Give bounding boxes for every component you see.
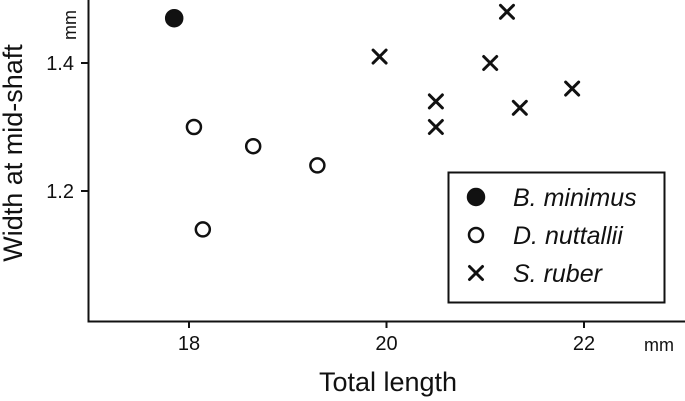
x-tick-label: 20	[375, 333, 397, 355]
y-axis-title: Width at mid-shaft	[0, 44, 28, 262]
legend-marker-d-nuttallii	[467, 226, 485, 244]
point-s-ruber	[498, 3, 515, 20]
point-d-nuttallii	[194, 221, 212, 238]
legend-marker-s-ruber	[468, 265, 484, 281]
legend-label-d-nuttallii: D. nuttallii	[513, 222, 624, 250]
legend-label-s-ruber: S. ruber	[513, 260, 604, 288]
x-axis-unit: mm	[644, 335, 674, 355]
point-d-nuttallii	[309, 157, 326, 174]
x-axis-title: Total length	[319, 367, 457, 397]
y-axis-unit: mm	[60, 10, 80, 40]
point-s-ruber	[482, 55, 499, 71]
legend: B. minimus D. nuttallii S. ruber	[447, 171, 666, 304]
legend-label-b-minimus: B. minimus	[513, 184, 637, 212]
x-tick-label: 22	[573, 333, 595, 355]
x-tick-label: 18	[178, 333, 200, 355]
y-tick-label: 1.4	[46, 53, 74, 75]
point-s-ruber	[371, 48, 388, 65]
point-d-nuttallii	[185, 118, 203, 136]
legend-marker-b-minimus	[466, 187, 486, 207]
axis-ticks: 18 20 22 1.2 1.4	[46, 53, 595, 355]
point-s-ruber	[564, 80, 581, 97]
data-points	[164, 3, 581, 238]
point-s-ruber	[427, 119, 444, 135]
y-tick-label: 1.2	[46, 181, 74, 203]
point-b-minimus	[164, 8, 184, 28]
point-s-ruber	[427, 93, 444, 110]
point-d-nuttallii	[244, 137, 262, 155]
point-s-ruber	[511, 99, 528, 116]
